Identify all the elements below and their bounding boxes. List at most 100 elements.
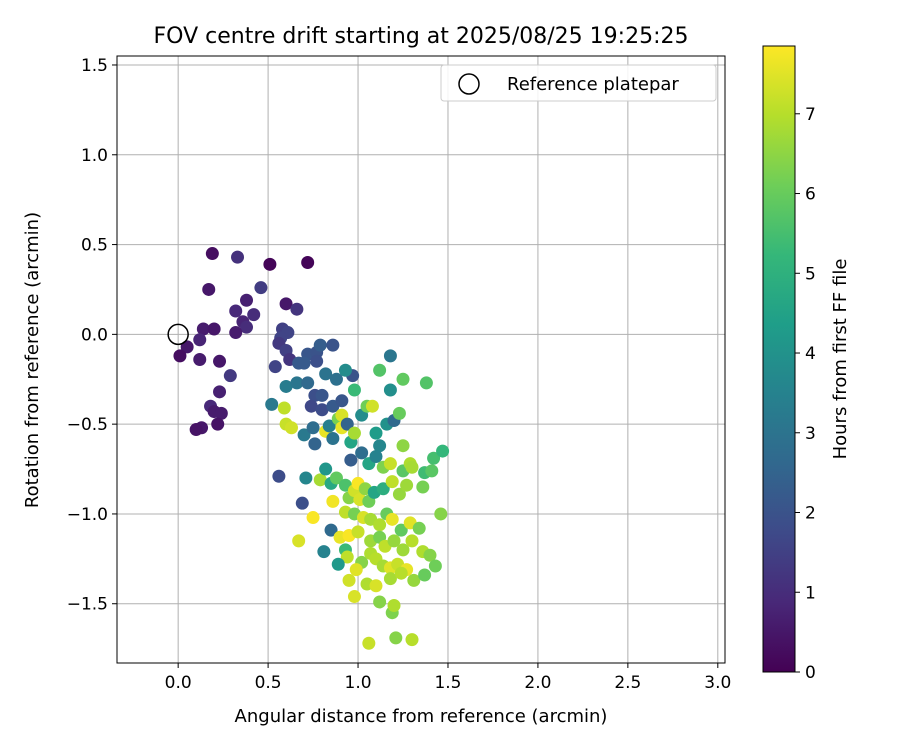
data-point <box>369 426 383 440</box>
data-point <box>392 406 406 420</box>
data-point <box>295 496 309 510</box>
data-point <box>254 281 268 295</box>
data-point <box>229 326 243 340</box>
data-point <box>387 599 401 613</box>
data-point <box>231 250 245 264</box>
data-point <box>412 521 426 535</box>
legend: Reference platepar <box>440 64 717 102</box>
data-point <box>213 385 227 399</box>
data-point <box>338 363 352 377</box>
data-point <box>196 322 210 336</box>
data-point <box>376 482 390 496</box>
data-point <box>344 453 358 467</box>
data-point <box>349 563 363 577</box>
x-tick-label: 2.0 <box>524 673 551 693</box>
data-point <box>383 349 397 363</box>
colorbar-tick-label: 4 <box>805 344 816 364</box>
data-point <box>419 376 433 390</box>
y-tick-label: −0.5 <box>67 415 108 435</box>
data-point <box>313 473 327 487</box>
y-tick-label: 0.5 <box>81 236 108 256</box>
data-point <box>427 451 441 465</box>
data-point <box>319 462 333 476</box>
data-point <box>392 487 406 501</box>
data-point <box>240 320 254 334</box>
legend-open-circle-marker <box>458 73 480 95</box>
data-point <box>329 471 343 485</box>
data-point <box>331 557 345 571</box>
data-point <box>389 631 403 645</box>
data-point <box>292 534 306 548</box>
data-point <box>347 590 361 604</box>
data-point <box>355 446 369 460</box>
colorbar-tick-label: 5 <box>805 264 816 284</box>
data-point <box>214 406 228 420</box>
colorbar-label: Hours from first FF file <box>830 259 851 460</box>
axis-ticks: 0.0 0.5 1.0 1.5 2.0 2.5 3.0 1.5 1.0 0.5 0.0 −0.5 −1.… <box>67 56 732 693</box>
data-point <box>326 338 340 352</box>
data-point <box>247 308 261 322</box>
data-point <box>304 399 318 413</box>
data-point <box>416 480 430 494</box>
data-point <box>319 367 333 381</box>
data-point <box>268 360 282 374</box>
data-point <box>306 511 320 525</box>
data-point <box>340 550 354 564</box>
data-point <box>362 636 376 650</box>
data-point <box>193 333 207 347</box>
data-point <box>347 426 361 440</box>
chart-title: FOV centre drift starting at 2025/08/25 … <box>154 24 689 49</box>
data-point <box>301 256 315 270</box>
colorbar-tick-label: 6 <box>805 185 816 205</box>
data-point <box>180 340 194 354</box>
data-point <box>369 449 383 463</box>
legend-box <box>440 64 717 102</box>
data-point <box>322 419 336 433</box>
data-point <box>263 257 277 271</box>
data-point <box>317 545 331 559</box>
data-point <box>240 293 254 307</box>
y-tick-label: 1.0 <box>81 146 108 166</box>
x-tick-label: 1.0 <box>345 673 372 693</box>
data-point <box>299 471 313 485</box>
data-point <box>193 353 207 366</box>
x-tick-label: 2.5 <box>614 673 641 693</box>
data-point <box>229 304 243 318</box>
data-point <box>373 595 387 609</box>
data-point <box>326 494 340 508</box>
data-point <box>279 379 293 393</box>
data-point <box>335 394 349 408</box>
data-point <box>326 432 340 446</box>
x-tick-label: 1.5 <box>434 673 461 693</box>
data-point <box>306 421 320 435</box>
data-point <box>351 525 365 539</box>
data-point <box>434 507 448 521</box>
data-point <box>324 523 338 537</box>
colorbar-tick-label: 2 <box>805 504 816 524</box>
legend-label-reference-platepar: Reference platepar <box>507 74 679 95</box>
data-point <box>313 338 327 352</box>
data-point <box>373 363 387 377</box>
data-point <box>279 297 293 311</box>
data-point <box>272 469 286 483</box>
data-point <box>369 579 383 593</box>
data-point <box>340 417 354 431</box>
data-point <box>290 302 304 316</box>
x-axis-label: Angular distance from reference (arcmin) <box>235 706 608 727</box>
data-point <box>365 399 379 413</box>
colorbar-tick-label: 7 <box>805 105 816 125</box>
colorbar-ticks: 0 1 2 3 4 5 6 7 <box>795 105 816 683</box>
y-tick-label: −1.0 <box>67 505 108 525</box>
data-point <box>405 534 419 548</box>
x-tick-label: 3.0 <box>704 673 731 693</box>
data-point <box>315 403 329 417</box>
plot-frame <box>116 55 726 664</box>
data-point <box>373 518 387 532</box>
data-point <box>315 388 329 402</box>
data-point <box>385 475 399 489</box>
reference-platepar-marker <box>167 323 189 346</box>
data-point <box>265 397 279 411</box>
data-point <box>396 372 410 386</box>
data-point <box>394 566 408 580</box>
